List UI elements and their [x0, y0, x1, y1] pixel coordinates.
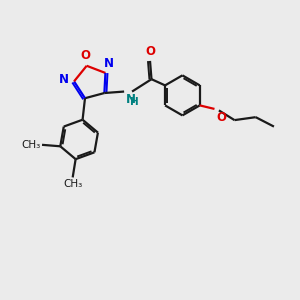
Text: CH₃: CH₃	[21, 140, 40, 150]
Text: N: N	[126, 93, 136, 106]
Text: O: O	[80, 49, 90, 62]
Text: N: N	[104, 57, 114, 70]
Text: H: H	[130, 97, 139, 107]
Text: O: O	[145, 45, 155, 58]
Text: CH₃: CH₃	[63, 179, 82, 189]
Text: O: O	[216, 111, 226, 124]
Text: N: N	[59, 74, 69, 86]
